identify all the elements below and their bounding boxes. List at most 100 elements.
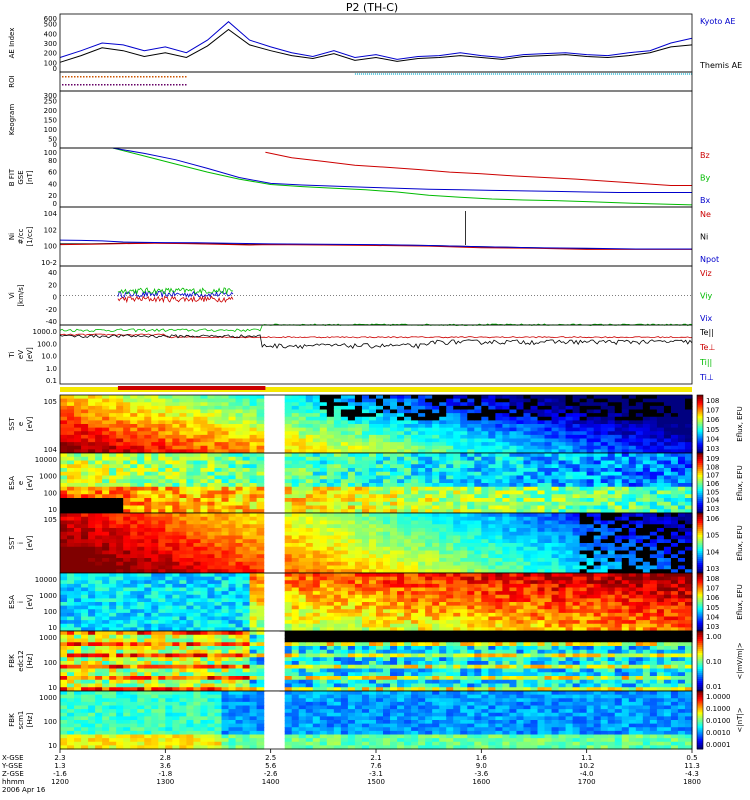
roi-mark — [164, 76, 166, 78]
roi-mark — [137, 76, 139, 78]
ephemeris-value: 11.3 — [684, 762, 700, 770]
y-tick-label: 80 — [48, 157, 57, 165]
y-tick-label: 50 — [48, 136, 57, 144]
legend-entry: Ti⊥ — [699, 373, 714, 382]
roi-mark — [116, 76, 118, 78]
ephemeris-row-label: 2006 Apr 16 — [2, 786, 46, 794]
series-by — [112, 147, 693, 206]
panel-ti: 1000.0 100.0 10.0 1.0 0.1 Ti eV [eV] Te|| Te⊥ Ti||… — [8, 323, 715, 385]
series-bx — [112, 147, 692, 193]
y-axis-label: [1/cc] — [26, 226, 34, 246]
colorbar-tick: 106 — [706, 515, 720, 523]
vi-series — [117, 289, 234, 298]
y-tick-label: 0.1 — [46, 377, 57, 385]
y-tick-label: 10000 — [35, 576, 57, 584]
colorbar-tick: 107 — [706, 472, 719, 480]
colorbar-tick: 106 — [706, 594, 720, 602]
y-axis-label: GSE — [17, 170, 25, 184]
y-axis-label: e — [17, 481, 25, 485]
roi-mark — [107, 84, 109, 86]
roi-mark — [134, 84, 136, 86]
y-axis-label: [nT] — [26, 170, 34, 184]
vi-series — [117, 287, 234, 296]
y-tick-label: 60 — [48, 169, 57, 177]
roi-mark — [146, 76, 148, 78]
roi-mark — [149, 76, 151, 78]
plot-title: P2 (TH-C) — [346, 1, 398, 14]
series-npot — [59, 239, 692, 250]
legend-entry: Ne — [700, 210, 711, 219]
legend-entry: Ni — [700, 233, 708, 242]
y-axis-label: [eV] — [26, 416, 34, 431]
roi-mark — [146, 84, 148, 86]
mode-bar — [60, 387, 692, 392]
colorbar-tick: 106 — [706, 416, 720, 424]
roi-mark — [95, 84, 97, 86]
y-tick-label: 10000 — [35, 456, 57, 464]
roi-mark — [185, 84, 187, 86]
roi-mark — [182, 76, 184, 78]
y-axis-label: [Hz] — [26, 713, 34, 728]
ephemeris-value: -4.0 — [580, 770, 594, 778]
legend-entry: Te|| — [699, 328, 714, 337]
roi-mark — [164, 84, 166, 86]
roi-mark — [167, 76, 169, 78]
roi-mark — [71, 76, 73, 78]
heatmap-cells-fbk_e — [60, 631, 693, 692]
ti-series — [60, 333, 693, 339]
roi-mark — [92, 84, 94, 86]
roi-mark — [101, 76, 103, 78]
colorbar-tick: 108 — [706, 575, 719, 583]
y-axis-label: e — [17, 422, 25, 426]
ephemeris-value: 3.6 — [160, 762, 172, 770]
colorbar-tick: 0.0010 — [706, 729, 731, 737]
roi-mark — [140, 84, 142, 86]
roi-mark — [77, 84, 79, 86]
roi-mark — [176, 76, 178, 78]
y-axis-label: Vi — [8, 292, 16, 299]
y-tick-label: 100.0 — [37, 340, 57, 348]
ephemeris-value: -1.6 — [53, 770, 67, 778]
colorbar-tick: 1.0000 — [706, 693, 731, 701]
heatmap-cells-sst_e — [60, 395, 693, 454]
y-tick-label: 1000 — [39, 592, 57, 600]
roi-mark — [140, 76, 142, 78]
y-axis-label: AE Index — [8, 28, 16, 59]
roi-mark — [176, 84, 178, 86]
y-axis-label: Ti — [8, 351, 16, 358]
roi-mark — [92, 76, 94, 78]
ephemeris-value: 7.6 — [370, 762, 382, 770]
roi-mark — [80, 76, 82, 78]
colorbar-tick: 104 — [706, 548, 720, 556]
legend-entry: Ti|| — [699, 358, 712, 367]
y-tick-label: 1000 — [39, 473, 57, 481]
roi-mark — [104, 84, 106, 86]
y-tick-label: 1000.0 — [33, 328, 58, 336]
y-tick-label: 100 — [44, 59, 57, 67]
roi-mark — [182, 84, 184, 86]
y-tick-label: 104 — [44, 446, 58, 454]
ephemeris-row-label: Z-GSE — [2, 770, 24, 778]
roi-mark — [152, 76, 154, 78]
y-tick-label: 200 — [44, 50, 57, 58]
roi-mark — [152, 84, 154, 86]
roi-mark — [110, 76, 112, 78]
roi-mark — [83, 76, 85, 78]
roi-mark — [128, 84, 130, 86]
roi-mark — [113, 84, 115, 86]
roi-mark — [134, 76, 136, 78]
ephemeris-value: -1.8 — [158, 770, 172, 778]
y-tick-label: 300 — [44, 40, 57, 48]
colorbar-tick: 108 — [706, 463, 719, 471]
colorbar-tick: 103 — [706, 445, 719, 453]
series-kyoto-ae — [59, 21, 693, 60]
ephemeris-value: 1300 — [156, 778, 174, 786]
ephemeris-value: 2.3 — [54, 754, 65, 762]
series-themis-ae — [59, 28, 693, 63]
roi-mark — [149, 84, 151, 86]
colorbar-label: Eflux, EFU — [736, 465, 744, 500]
roi-mark — [161, 76, 163, 78]
ephemeris-row-label: Y-GSE — [1, 762, 23, 770]
